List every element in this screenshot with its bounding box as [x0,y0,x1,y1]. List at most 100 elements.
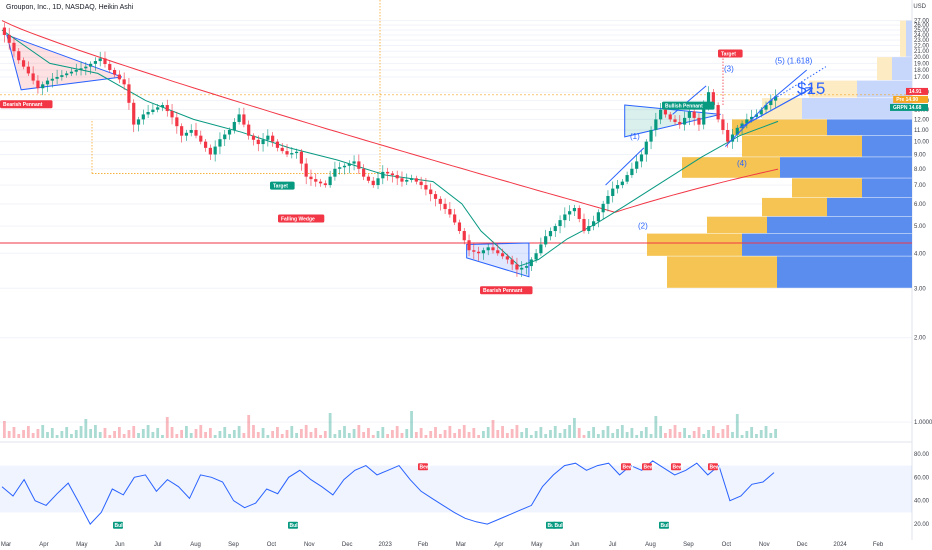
volume-bar [70,434,73,438]
pattern-label-box [480,286,533,295]
wave-label: (1) [630,132,640,141]
candle-body [328,176,332,186]
candle-body [261,139,265,145]
volume-bar [280,434,284,438]
candle-body [347,163,351,166]
candle-body [256,139,260,145]
x-tick-label: Nov [759,542,770,548]
volume-bar [132,426,136,438]
volume-bar [376,431,380,438]
rsi-signal-box [288,521,298,529]
volume-bar [735,414,739,438]
wave-label: (5) (1.618) [775,56,813,65]
candle-body [591,221,596,227]
volume-bar [721,429,725,438]
candle-body [740,123,744,128]
volume-profile-bar [900,20,906,57]
volume-bar [692,431,696,438]
candle-body [769,100,773,106]
pattern-label: Target [273,183,288,189]
volume-bar [328,413,332,438]
pattern-label-box [0,100,53,109]
candle-body [429,189,433,195]
candle-body [726,129,730,142]
volume-bar [529,435,533,438]
volume-bar [79,426,83,438]
volume-bar [103,428,107,438]
candle-body [548,231,553,237]
candle-body [668,114,672,120]
candle-body [275,141,280,148]
volume-bar [510,429,514,438]
volume-bar [161,435,164,438]
volume-bar [46,432,49,438]
candle-body [750,116,754,120]
rsi-signal-label: Bull [661,523,671,529]
candle-body [716,105,720,120]
volume-bar [338,430,342,438]
y-tick-label: 4.00 [914,251,926,257]
volume-bar [89,429,93,438]
volume-bar [410,411,413,438]
candle-body [41,84,45,89]
volume-bar [520,432,524,438]
volume-bar [673,425,677,438]
volume-bar [137,433,140,438]
volume-bar [429,431,433,438]
volume-bar [606,426,610,438]
x-tick-label: Mar [1,542,11,548]
volume-bar [242,433,246,438]
price-badge [906,87,928,95]
candle-body [601,203,605,213]
x-tick-label: May [531,542,542,548]
candle-body [515,264,519,270]
candle-body [199,135,203,142]
volume-bar [199,425,203,438]
candle-body [438,198,442,204]
volume-bar [189,433,193,438]
candle-body [156,107,160,110]
candle-body [462,231,466,241]
volume-bar [462,425,466,438]
volume-bar [707,430,710,438]
volume-bar [50,428,54,438]
volume-bar [750,427,754,438]
volume-bar [113,431,116,438]
rsi-signal-box [553,521,563,529]
volume-bar [568,425,572,438]
candle-body [409,178,414,180]
volume-bar [482,431,485,438]
candle-body [706,92,711,108]
x-tick-label: Aug [190,542,201,548]
candle-body [649,129,653,142]
rsi-signal-box [113,521,123,529]
rsi-tick-label: 40.00 [914,499,930,505]
volume-bar [453,433,457,438]
candle-body [122,79,126,85]
candle-body [443,203,447,210]
candle-body [280,147,284,152]
volume-bar [505,433,509,438]
volume-bar [726,425,730,438]
volume-bar [419,428,423,438]
y-tick-label: 2.00 [914,336,926,342]
volume-bar [204,432,207,438]
volume-bar [438,434,442,438]
volume-bar [285,430,289,438]
candle-body [553,226,557,232]
candle-body [65,73,69,76]
rsi-signal-box [671,463,681,471]
volume-bar [194,429,198,438]
volume-bar [261,428,265,438]
candle-body [12,42,16,52]
rsi-tick-label: 20.00 [914,522,930,528]
candle-body [170,111,174,118]
candle-body [419,181,423,186]
candle-body [687,111,691,118]
x-tick-label: Sep [228,542,239,548]
pattern-label-box [278,214,325,223]
volume-bar [304,425,308,438]
target-arrow [739,88,812,129]
volume-bar [486,427,490,438]
